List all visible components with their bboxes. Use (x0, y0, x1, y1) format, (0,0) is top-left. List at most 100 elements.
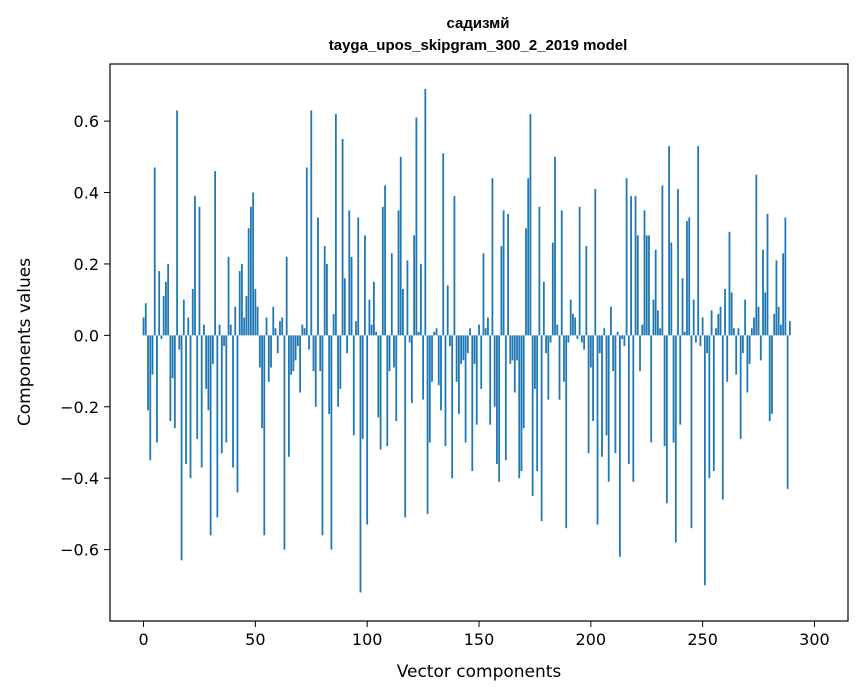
bar (283, 335, 286, 550)
bar (332, 313, 335, 336)
bar (435, 328, 438, 336)
bar (234, 306, 237, 336)
bar (359, 335, 362, 593)
bar (777, 306, 780, 336)
bar (379, 335, 382, 450)
bar (290, 335, 293, 375)
bar (569, 299, 572, 336)
bar (390, 253, 393, 336)
bar (449, 335, 451, 347)
bar (225, 335, 228, 443)
y-tick-label: −0.6 (60, 541, 99, 560)
bar (692, 299, 695, 336)
bar (710, 310, 713, 336)
bar (475, 335, 478, 425)
bar (507, 213, 509, 336)
bar (337, 335, 339, 407)
x-tick-label: 300 (799, 630, 830, 649)
bar (730, 292, 733, 336)
bar (160, 335, 163, 339)
bar (679, 335, 682, 425)
bar (209, 335, 212, 536)
bar (603, 328, 606, 336)
bar (223, 335, 225, 347)
bar (455, 335, 458, 382)
bar (630, 196, 632, 336)
bar (504, 335, 507, 461)
bar (706, 335, 708, 354)
bar (187, 317, 190, 336)
bar (661, 185, 664, 336)
chart-title: садизмй (446, 15, 509, 32)
bar (551, 242, 554, 336)
bar (502, 210, 505, 336)
bar (520, 335, 523, 472)
bar (538, 206, 541, 336)
bar (699, 335, 702, 347)
bar (623, 335, 626, 347)
bar (578, 206, 581, 336)
bar (619, 335, 621, 557)
bar (703, 335, 706, 586)
bar (563, 335, 565, 382)
bar (176, 110, 178, 336)
bar (220, 335, 223, 454)
bar (480, 335, 483, 389)
bar (413, 235, 416, 336)
bar (433, 331, 436, 336)
bar (690, 335, 693, 529)
bar (674, 335, 677, 543)
bar (531, 335, 534, 497)
bar (607, 335, 610, 482)
bar (428, 335, 431, 443)
bar (162, 296, 165, 336)
bar (397, 210, 400, 336)
x-tick-label: 0 (138, 630, 148, 649)
bar (558, 335, 561, 400)
bar (697, 146, 700, 336)
bar (437, 335, 440, 386)
bar (489, 335, 492, 425)
bar (665, 335, 668, 504)
bar (147, 335, 149, 411)
x-tick-label: 100 (352, 630, 383, 649)
bar (549, 335, 552, 343)
bar (594, 188, 597, 336)
y-axis-label: Components values (15, 258, 35, 426)
bar (299, 335, 301, 393)
x-axis-label: Vector components (397, 662, 562, 682)
bar (686, 221, 688, 336)
bar (739, 335, 742, 439)
bar (254, 288, 257, 336)
bar (207, 335, 210, 411)
bar (165, 281, 167, 336)
bar (545, 335, 547, 354)
bar (715, 328, 717, 336)
bar (587, 335, 590, 454)
bar (735, 335, 738, 375)
bar (370, 324, 373, 336)
bar (509, 335, 512, 364)
bar (442, 153, 445, 336)
bar (556, 324, 559, 336)
bar (285, 256, 288, 336)
bar (169, 335, 172, 422)
bar (292, 335, 295, 372)
bar (768, 335, 771, 422)
bar (352, 335, 355, 436)
bar (373, 281, 375, 336)
bar (717, 313, 720, 336)
bar (191, 288, 194, 336)
bar (788, 321, 791, 336)
bar (659, 328, 662, 336)
bar (576, 335, 579, 339)
bar (364, 235, 366, 336)
bar (668, 146, 670, 336)
bar (753, 317, 755, 336)
bar (395, 335, 398, 422)
bar (149, 335, 152, 461)
bar (323, 246, 326, 336)
bar (755, 174, 758, 336)
bar (216, 335, 219, 518)
bar (274, 328, 277, 336)
